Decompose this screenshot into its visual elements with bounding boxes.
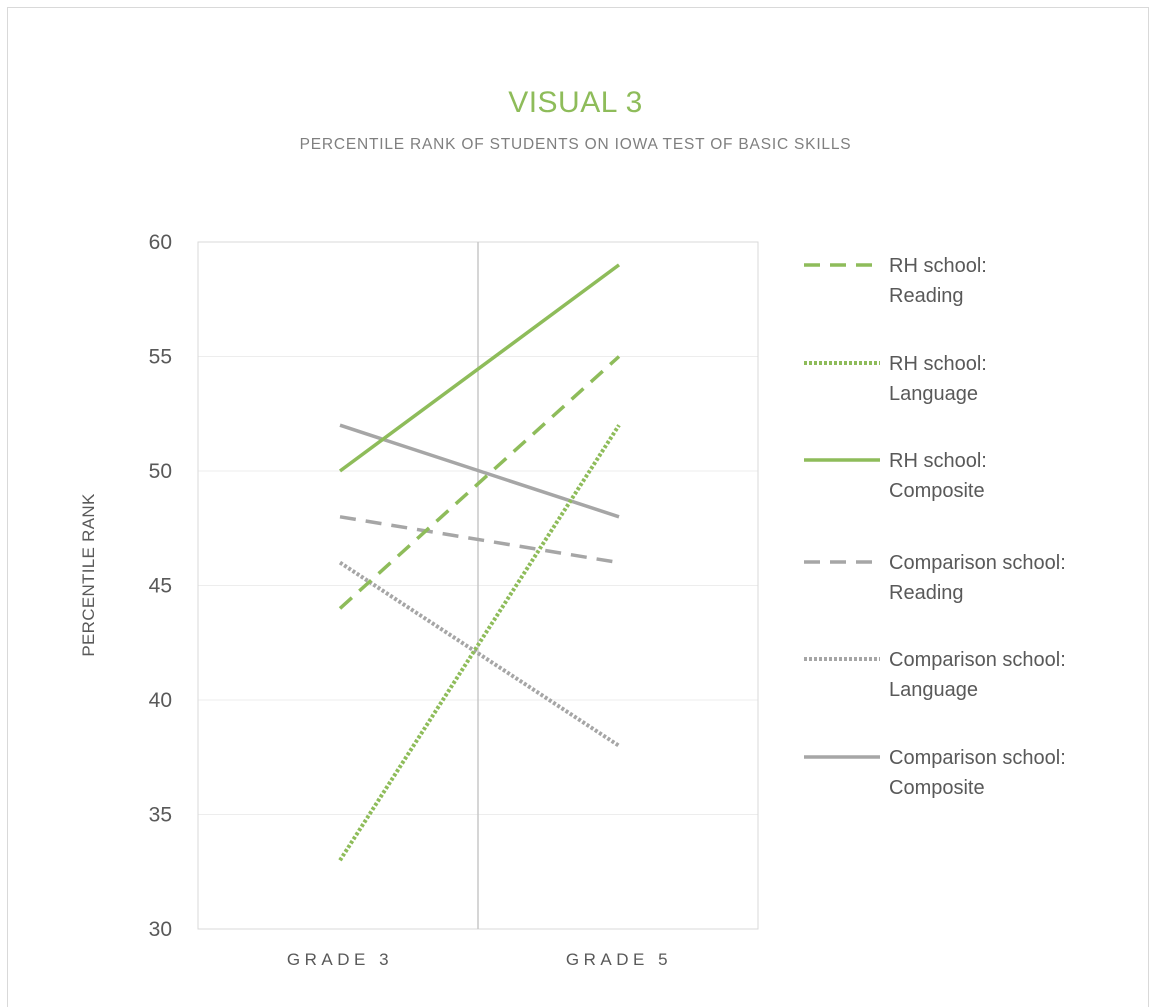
plot-area [197, 241, 759, 930]
y-tick-label: 40 [149, 689, 172, 712]
legend-label: Reading [889, 582, 964, 604]
series-line [338, 560, 621, 748]
legend-label: Reading [889, 285, 964, 307]
chart-title: VISUAL 3 [508, 86, 643, 119]
legend-label: Composite [889, 480, 985, 502]
legend-label: Comparison school: [889, 747, 1066, 769]
legend-label: RH school: [889, 255, 987, 277]
y-tick-label: 35 [149, 804, 172, 827]
y-tick-label: 55 [149, 346, 172, 369]
legend-label: Comparison school: [889, 649, 1066, 671]
y-tick-label: 50 [149, 460, 172, 483]
series-lines [338, 263, 621, 862]
x-axis-ticks: GRADE 3 GRADE 5 [287, 950, 672, 969]
series-line [338, 424, 621, 862]
y-tick-label: 60 [149, 231, 172, 254]
chart-subtitle: PERCENTILE RANK OF STUDENTS ON IOWA TEST… [299, 136, 852, 153]
y-tick-label: 45 [149, 575, 172, 598]
series-line [339, 515, 620, 565]
x-tick-label: GRADE 3 [287, 950, 393, 969]
legend-label: Composite [889, 777, 985, 799]
y-axis-ticks: 30 35 40 45 50 55 60 [149, 231, 172, 941]
legend-label: RH school: [889, 353, 987, 375]
legend: RH school: Reading RH school: Language RH sc… [804, 255, 1066, 799]
chart-frame [7, 7, 1149, 1007]
series-line [338, 263, 621, 473]
x-tick-label: GRADE 5 [566, 950, 672, 969]
legend-label: Language [889, 383, 978, 405]
y-tick-label: 30 [149, 918, 172, 941]
legend-label: RH school: [889, 450, 987, 472]
legend-label: Comparison school: [889, 552, 1066, 574]
series-line [338, 355, 621, 610]
series-line [339, 423, 620, 519]
legend-label: Language [889, 679, 978, 701]
